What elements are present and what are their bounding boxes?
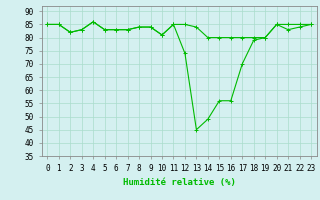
X-axis label: Humidité relative (%): Humidité relative (%) <box>123 178 236 187</box>
